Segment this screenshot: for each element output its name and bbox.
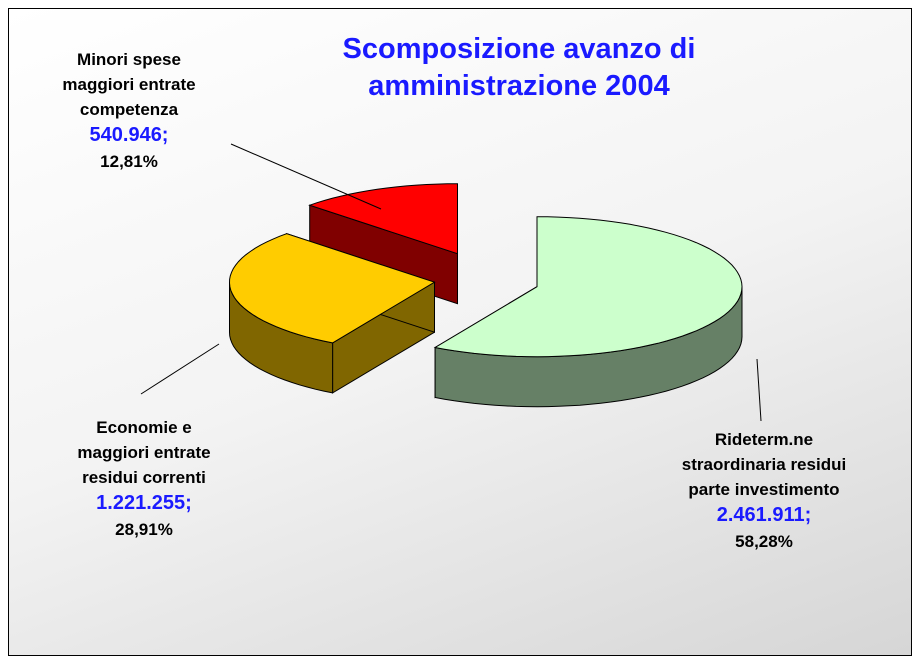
category-name: Rideterm.ne straordinaria residui parte … [681, 430, 847, 499]
leader-line [140, 343, 220, 395]
category-name: Economie e maggiori entrate residui corr… [77, 418, 211, 487]
slice-label: Minori spese maggiori entrate competenza… [54, 47, 204, 175]
value-label: 2.461.911; [716, 504, 812, 526]
percentage-label: 12,81% [100, 152, 158, 171]
chart-title: Scomposizione avanzo di amministrazione … [342, 33, 696, 102]
percentage-label: 28,91% [115, 520, 173, 539]
percentage-label: 58,28% [735, 532, 793, 551]
leader-line [230, 143, 382, 210]
slice-label: Rideterm.ne straordinaria residui parte … [679, 427, 849, 555]
value-label: 540.946; [89, 124, 169, 146]
slice [308, 183, 458, 255]
category-name: Minori spese maggiori entrate competenza [62, 50, 196, 119]
chart-frame: Scomposizione avanzo di amministrazione … [8, 8, 912, 656]
slice [433, 216, 743, 358]
slice [228, 233, 436, 344]
leader-line [756, 358, 762, 422]
value-label: 1.221.255; [96, 492, 192, 514]
pie-chart [140, 143, 762, 422]
slice-label: Economie e maggiori entrate residui corr… [59, 415, 229, 543]
